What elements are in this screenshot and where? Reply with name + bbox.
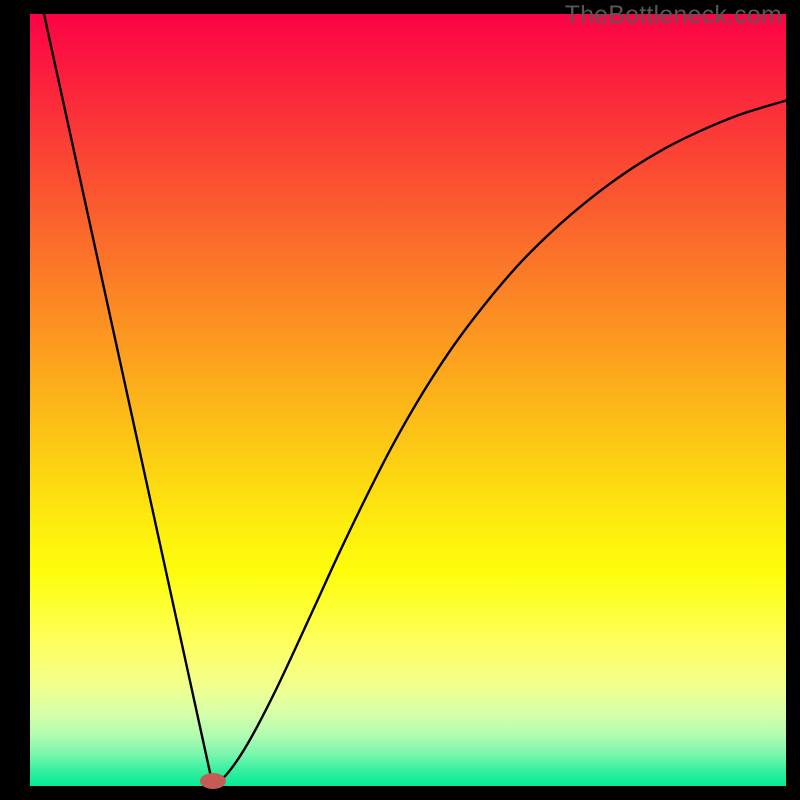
minimum-marker — [200, 773, 226, 789]
curve-layer — [30, 14, 786, 786]
frame-left — [0, 0, 30, 800]
frame-right — [786, 0, 800, 800]
watermark-text: TheBottleneck.com — [565, 1, 782, 30]
chart-container: TheBottleneck.com — [0, 0, 800, 800]
frame-bottom — [0, 786, 800, 800]
watermark-label: TheBottleneck.com — [565, 1, 782, 29]
plot-area — [30, 14, 786, 786]
